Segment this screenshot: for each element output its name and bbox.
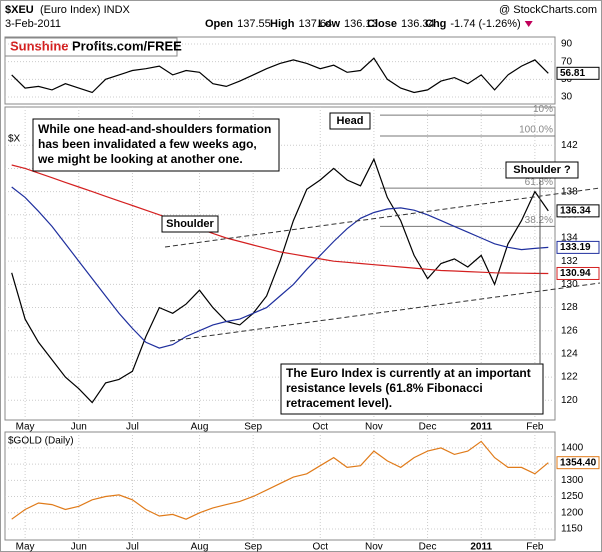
x-tick-label: May — [16, 542, 35, 552]
x-tick-label: Nov — [365, 422, 383, 433]
note-line: While one head-and-shoulders formation — [38, 122, 271, 136]
y-tick-label: 130 — [561, 279, 578, 290]
x-tick-label: Dec — [419, 542, 437, 552]
logo-red: Sunshine — [10, 38, 69, 53]
shoulder-box — [161, 215, 219, 233]
panel-label: $X — [8, 134, 21, 145]
last-value-box — [556, 266, 600, 280]
series-line — [11, 57, 549, 94]
panel — [4, 36, 556, 105]
quote-label: Low — [318, 18, 340, 30]
head-label: Head — [337, 115, 364, 127]
series-line — [11, 164, 549, 275]
y-tick-label: 122 — [561, 372, 578, 383]
note2-box — [280, 363, 544, 415]
last-value-label: 133.19 — [560, 242, 591, 253]
shoulder2-label: Shoulder ? — [513, 164, 571, 176]
y-tick-label: 134 — [561, 233, 578, 244]
y-tick-label: 128 — [561, 302, 578, 313]
series-line — [11, 440, 549, 520]
x-tick-label: 2011 — [470, 422, 492, 433]
last-value-label: 136.34 — [560, 206, 591, 217]
symbol: $XEU — [5, 4, 34, 16]
last-value-label: 130.94 — [560, 268, 591, 279]
y-tick-label: 30 — [561, 92, 573, 103]
logo-text: Profits.com/FREE — [72, 38, 182, 53]
x-tick-label: Sep — [244, 542, 262, 552]
fib-label: 10% — [533, 104, 553, 115]
x-tick-label: Nov — [365, 542, 383, 552]
x-tick-label: Aug — [191, 422, 209, 433]
quote-label: Open — [205, 18, 233, 30]
note-line: has been invalidated a few weeks ago, — [38, 137, 257, 151]
panel — [4, 431, 556, 541]
series-line — [11, 157, 549, 404]
quote-value: 136.13 — [344, 18, 378, 30]
quote-value: -1.74 (-1.26%) — [450, 18, 520, 30]
y-tick-label: 1400 — [561, 443, 584, 454]
quote-value: 137.55 — [237, 18, 271, 30]
last-value-label: 56.81 — [560, 68, 585, 79]
head-box — [329, 112, 371, 130]
trendline — [169, 282, 601, 342]
last-value-box — [556, 66, 600, 80]
note-line: resistance levels (61.8% Fibonacci — [286, 381, 483, 395]
panel — [4, 106, 556, 421]
y-tick-label: 120 — [561, 395, 578, 406]
x-tick-label: Oct — [312, 542, 328, 552]
quote-value: 136.34 — [401, 18, 435, 30]
x-tick-label: Sep — [244, 422, 262, 433]
note-line: we might be looking at another one. — [37, 152, 243, 166]
series-line — [11, 186, 549, 349]
note-line: The Euro Index is currently at an import… — [286, 366, 531, 380]
symbol-name: (Euro Index) INDX — [40, 4, 131, 16]
shoulder-label: Shoulder — [166, 218, 214, 230]
note1-box — [32, 118, 280, 172]
quote-label: Chg — [425, 18, 446, 30]
last-value-box — [556, 456, 600, 470]
y-tick-label: 1150 — [561, 524, 583, 535]
plots: 3050709056.81120122124126128130132134136… — [4, 36, 600, 552]
fib-label: 61.8% — [525, 177, 553, 188]
quote-label: High — [270, 18, 295, 30]
y-tick-label: 132 — [561, 256, 578, 267]
x-tick-label: Jun — [71, 542, 87, 552]
y-tick-label: 142 — [561, 140, 578, 151]
quote-value: 137.64 — [298, 18, 332, 30]
date: 3-Feb-2011 — [5, 18, 61, 30]
last-value-box — [556, 204, 600, 218]
x-tick-label: May — [16, 422, 35, 433]
x-tick-label: Feb — [526, 422, 544, 433]
fib-label: 100.0% — [519, 125, 553, 136]
fib-label: 38.2% — [525, 215, 553, 226]
source: @ StockCharts.com — [499, 4, 597, 16]
x-tick-label: Dec — [419, 422, 437, 433]
x-tick-label: Jul — [126, 542, 139, 552]
quote-label: Close — [367, 18, 397, 30]
x-tick-label: Aug — [191, 542, 209, 552]
x-tick-label: Jun — [71, 422, 87, 433]
neckline — [164, 187, 601, 248]
last-value-label: 1354.40 — [560, 457, 597, 468]
y-tick-label: 1200 — [561, 507, 584, 518]
last-value-box — [556, 240, 600, 254]
note-line: retracement level). — [286, 396, 392, 410]
y-tick-label: 70 — [561, 56, 573, 67]
y-tick-label: 1300 — [561, 475, 584, 486]
x-tick-label: Jul — [126, 422, 139, 433]
annotations: Head Shoulder Shoulder ? While one head-… — [32, 112, 601, 415]
x-tick-label: Feb — [526, 542, 544, 552]
y-tick-label: 1250 — [561, 491, 584, 502]
change-arrow — [524, 21, 533, 27]
y-tick-label: 126 — [561, 325, 578, 336]
x-tick-label: 2011 — [470, 542, 492, 552]
shoulder2-box — [505, 161, 579, 179]
y-tick-label: 90 — [561, 39, 573, 50]
x-tick-label: Oct — [312, 422, 328, 433]
gold-title: $GOLD (Daily) — [8, 436, 74, 447]
y-tick-label: 124 — [561, 349, 578, 360]
